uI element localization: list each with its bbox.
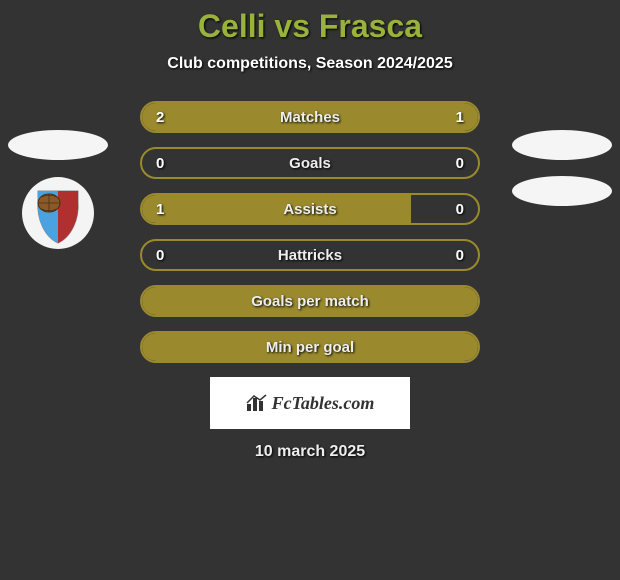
club-crest-icon xyxy=(21,176,95,250)
stat-value-right: 0 xyxy=(456,247,464,264)
left-player-icons xyxy=(8,122,108,258)
stat-bar: 21Matches xyxy=(140,101,480,133)
stat-value-left: 0 xyxy=(156,247,164,264)
date-label: 10 march 2025 xyxy=(0,443,620,461)
stat-row: Goals per match xyxy=(0,285,620,317)
fctables-label: FcTables.com xyxy=(272,393,375,414)
player-photo-placeholder xyxy=(512,130,612,160)
stat-value-right: 0 xyxy=(456,201,464,218)
stat-bar: 10Assists xyxy=(140,193,480,225)
club-crest-placeholder xyxy=(512,176,612,206)
right-player-icons xyxy=(512,122,612,214)
player-photo-placeholder xyxy=(8,130,108,160)
stat-bar: 0 0Hattricks xyxy=(140,239,480,271)
stat-bar: Goals per match xyxy=(140,285,480,317)
stat-bar: 0 0Goals xyxy=(140,147,480,179)
stat-value-left: 0 xyxy=(156,155,164,172)
bars-icon xyxy=(246,394,268,412)
comparison-card: Celli vs Frasca Club competitions, Seaso… xyxy=(0,0,620,461)
fctables-badge[interactable]: FcTables.com xyxy=(210,377,410,429)
stat-row: Min per goal xyxy=(0,331,620,363)
stat-label: Hattricks xyxy=(142,247,478,264)
page-title: Celli vs Frasca xyxy=(0,8,620,45)
stat-bar: Min per goal xyxy=(140,331,480,363)
stat-value-right: 0 xyxy=(456,155,464,172)
stat-label: Goals xyxy=(142,155,478,172)
subtitle: Club competitions, Season 2024/2025 xyxy=(0,55,620,73)
